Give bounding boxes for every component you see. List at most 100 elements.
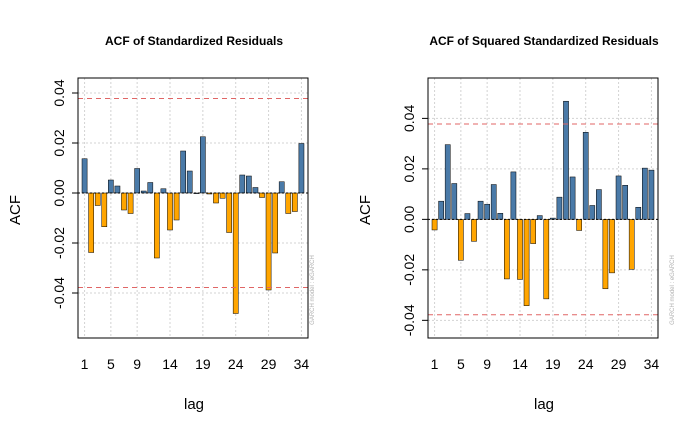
y-tick-label--0.04: -0.04	[51, 277, 67, 309]
x-tick-label-34: 34	[644, 356, 660, 372]
y-axis-title-left: ACF	[7, 195, 24, 225]
acf-bar-lag-2	[438, 200, 444, 220]
chart-title-left: ACF of Standardized Residuals	[105, 34, 283, 48]
acf-bar-lag-30	[272, 192, 278, 254]
x-tick-label-9: 9	[483, 356, 491, 372]
acf-bar-lag-32	[285, 192, 292, 214]
y-tick-label-0.00: 0.00	[401, 206, 417, 233]
acf-bar-lag-30	[622, 185, 628, 220]
acf-bar-lag-6	[114, 185, 121, 194]
plot-frame	[77, 77, 309, 339]
y-tick-label--0.02: -0.02	[51, 227, 67, 259]
acf-bar-lag-12	[154, 192, 160, 259]
acf-bar-lag-1	[81, 158, 88, 194]
y-tick-label--0.02: -0.02	[401, 254, 417, 286]
x-tick-label-24: 24	[578, 356, 594, 372]
panel-left: ACF of Standardized Residuals ACF lag GA…	[7, 34, 316, 413]
acf-bar-lag-17	[536, 215, 543, 220]
acf-bar-lag-13	[510, 171, 517, 220]
y-tick-label-0.04: 0.04	[401, 105, 417, 132]
x-tick-label-19: 19	[545, 356, 561, 372]
acf-bar-lag-21	[213, 192, 219, 204]
acf-bar-lag-1	[431, 219, 438, 231]
acf-bar-lag-7	[121, 192, 127, 211]
x-tick-label-14: 14	[162, 356, 178, 372]
acf-bar-lag-34	[298, 143, 305, 194]
x-axis-title-right: lag	[534, 396, 554, 413]
x-tick-label-1: 1	[81, 356, 89, 372]
acf-bar-lag-33	[642, 167, 648, 220]
x-tick-label-24: 24	[228, 356, 244, 372]
acf-bar-lag-10	[490, 184, 497, 220]
acf-bar-lag-25	[589, 205, 596, 220]
acf-bar-lag-31	[278, 181, 285, 194]
acf-bar-lag-16	[180, 150, 186, 194]
acf-bar-lag-5	[458, 219, 464, 261]
acf-bar-lag-9	[484, 203, 490, 220]
acf-bar-lag-20	[556, 196, 563, 220]
acf-bar-lag-4	[451, 183, 458, 220]
acf-bar-lag-21	[563, 100, 569, 220]
x-tick-label-19: 19	[195, 356, 211, 372]
acf-bar-lag-11	[497, 213, 504, 220]
acf-bar-lag-8	[477, 200, 484, 220]
x-tick-label-14: 14	[512, 356, 528, 372]
acf-bar-lag-3	[444, 144, 451, 220]
acf-bar-lag-17	[186, 170, 193, 194]
x-tick-label-5: 5	[457, 356, 465, 372]
plot-frame	[427, 77, 659, 339]
acf-bar-lag-31	[628, 219, 635, 270]
acf-bar-lag-5	[108, 179, 114, 194]
acf-bar-lag-23	[576, 219, 582, 231]
acf-bar-lag-29	[615, 175, 622, 220]
acf-bar-lag-22	[569, 176, 576, 220]
acf-bar-lag-3	[94, 192, 101, 206]
acf-bar-lag-24	[582, 132, 589, 220]
acf-bar-lag-13	[160, 188, 167, 194]
y-tick-label-0.04: 0.04	[51, 79, 67, 106]
y-axis-title-right: ACF	[357, 195, 374, 225]
acf-bar-lag-23	[226, 192, 232, 233]
x-tick-label-34: 34	[294, 356, 310, 372]
acf-bar-lag-15	[173, 192, 180, 221]
acf-bar-lag-27	[252, 187, 259, 194]
acf-bar-lag-22	[219, 192, 226, 199]
acf-bar-lag-27	[602, 219, 609, 290]
acf-bar-lag-33	[292, 192, 298, 212]
watermark-right: GARCH model : eGARCH	[670, 255, 676, 325]
x-tick-label-5: 5	[107, 356, 115, 372]
acf-bar-lag-4	[101, 192, 108, 227]
x-tick-label-29: 29	[611, 356, 627, 372]
plot-area-right: -0.04 -0.02 0.00 0.02 0.04 1 5 9 14 19 24 29 34	[401, 77, 660, 372]
acf-bar-lag-25	[239, 174, 246, 194]
acf-bar-lag-15	[523, 219, 530, 306]
acf-bar-lag-8	[127, 192, 134, 214]
acf-bar-lag-11	[147, 182, 154, 194]
acf-bar-lag-28	[259, 192, 265, 198]
acf-bar-lag-32	[635, 206, 642, 220]
acf-bar-lag-28	[609, 219, 615, 274]
y-tick-label--0.04: -0.04	[401, 304, 417, 336]
acf-bar-lag-29	[265, 192, 272, 291]
acf-bar-lag-14	[517, 219, 523, 280]
acf-bar-lag-18	[543, 219, 550, 300]
chart-title-right: ACF of Squared Standardized Residuals	[429, 34, 659, 48]
x-axis-title-left: lag	[184, 396, 204, 413]
acf-bar-lag-14	[167, 192, 173, 231]
acf-bar-lag-6	[464, 213, 471, 220]
x-tick-label-29: 29	[261, 356, 277, 372]
y-tick-label-0.00: 0.00	[51, 179, 67, 206]
acf-bar-lag-24	[232, 192, 239, 314]
panel-right: ACF of Squared Standardized Residuals AC…	[357, 34, 676, 413]
acf-bar-lag-12	[504, 219, 510, 280]
watermark-left: GARCH model : eGARCH	[310, 255, 316, 325]
x-tick-label-9: 9	[133, 356, 141, 372]
acf-bar-lag-26	[246, 175, 252, 194]
acf-bar-lag-34	[648, 169, 655, 220]
acf-bar-lag-26	[596, 189, 602, 220]
acf-bar-lag-19	[200, 136, 206, 194]
acf-bar-lag-16	[530, 219, 536, 244]
y-tick-label-0.02: 0.02	[51, 129, 67, 156]
